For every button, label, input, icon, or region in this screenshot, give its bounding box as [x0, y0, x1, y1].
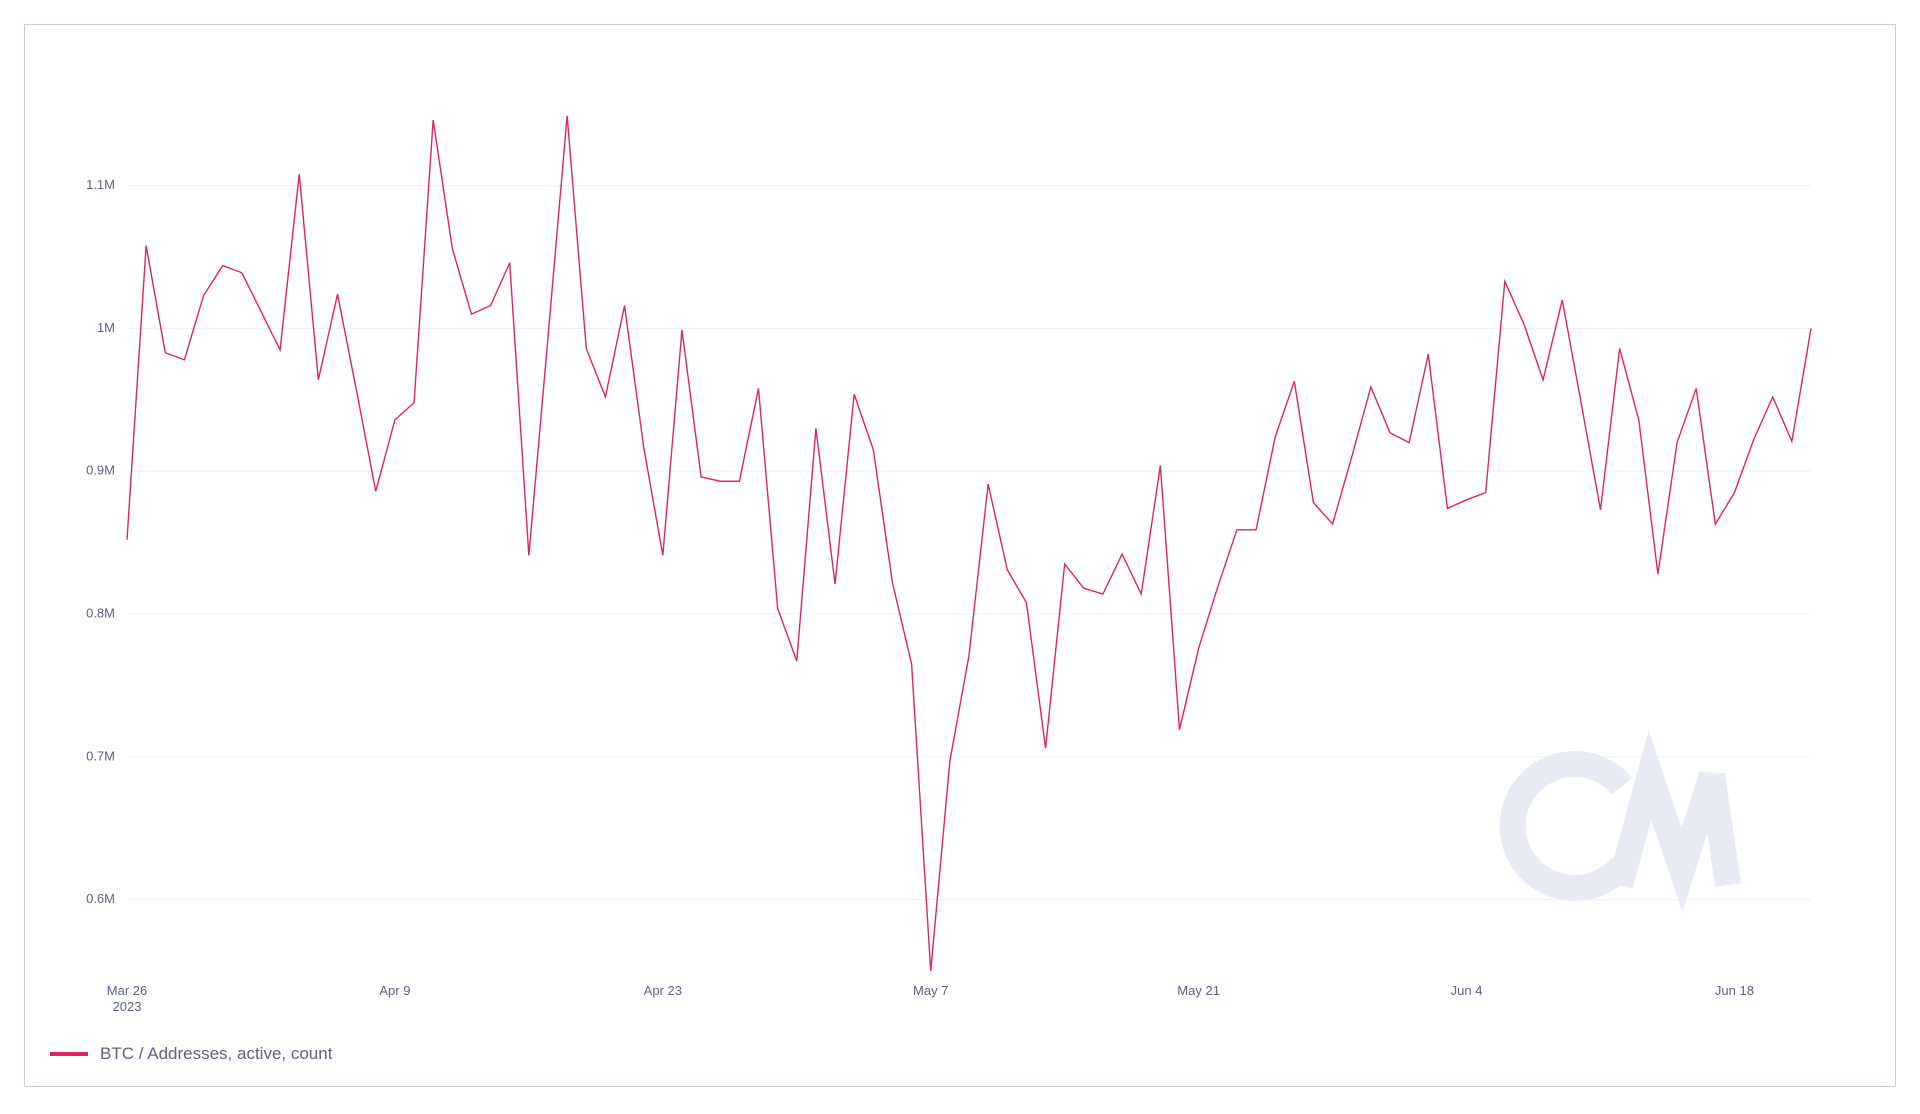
y-tick-label: 0.7M — [86, 748, 115, 763]
legend-label: BTC / Addresses, active, count — [100, 1044, 333, 1063]
watermark-m — [1607, 730, 1741, 912]
watermark-c — [1499, 751, 1632, 901]
y-tick-label: 1.1M — [86, 177, 115, 192]
watermark — [1499, 730, 1741, 912]
y-tick-label: 1M — [97, 320, 115, 335]
x-tick-label: May 7 — [913, 983, 949, 998]
legend: BTC / Addresses, active, count — [50, 1044, 332, 1064]
x-tick-label: Jun 4 — [1450, 983, 1483, 998]
x-tick-label: Jun 18 — [1714, 983, 1754, 998]
y-tick-label: 0.8M — [86, 605, 115, 620]
x-tick-label: May 21 — [1177, 983, 1220, 998]
x-tick-label: Apr 23 — [643, 983, 682, 998]
x-tick-label: Apr 9 — [379, 983, 411, 998]
y-tick-label: 0.9M — [86, 463, 115, 478]
chart-frame — [24, 24, 1896, 1087]
legend-swatch — [50, 1052, 88, 1056]
y-tick-label: 0.6M — [86, 891, 115, 906]
x-tick-label: Mar 26 2023 — [106, 983, 148, 1014]
series-line — [126, 115, 1812, 972]
